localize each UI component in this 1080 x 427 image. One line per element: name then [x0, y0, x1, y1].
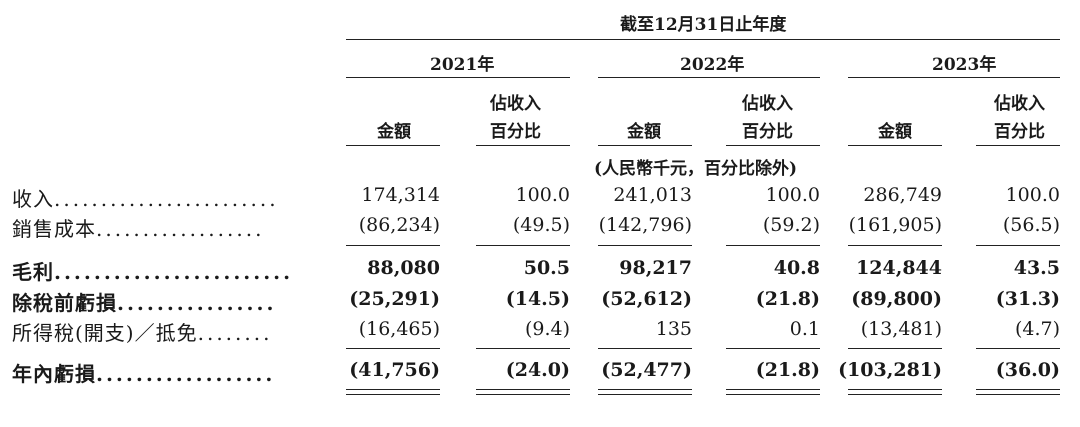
- subtotal2-rule-6: [976, 348, 1060, 349]
- total-rule-a-6: [976, 389, 1060, 390]
- row-label-cost-of-sales: 銷售成本..................: [12, 217, 265, 241]
- col-amount-2023: 金額: [878, 122, 912, 142]
- cell-loss-2023-amount: (103,281): [838, 359, 942, 381]
- col-amount-2021: 金額: [377, 122, 411, 142]
- cell-tax-2023-pct: (4.7): [1014, 318, 1060, 340]
- cell-lbt-2023-pct: (31.3): [995, 288, 1060, 310]
- period-header-rule: [346, 39, 1060, 40]
- cell-loss-2022-pct: (21.8): [755, 359, 820, 381]
- col-pct-line1-2023: 佔收入: [994, 94, 1045, 114]
- subtotal2-rule-5: [848, 348, 942, 349]
- cell-lbt-2022-amount: (52,612): [601, 288, 692, 310]
- colhead-rule-6: [976, 145, 1060, 146]
- subtotal-rule-1: [346, 245, 440, 246]
- total-rule-b-5: [848, 394, 942, 395]
- subtotal-rule-5: [848, 245, 942, 246]
- year-rule-2022: [598, 77, 820, 78]
- row-label-income-tax: 所得稅(開支)／抵免........: [12, 321, 273, 345]
- cell-gp-2021-pct: 50.5: [523, 257, 570, 279]
- cell-tax-2021-pct: (9.4): [524, 318, 570, 340]
- total-rule-b-3: [598, 394, 692, 395]
- subtotal2-rule-4: [726, 348, 820, 349]
- subtotal2-rule-1: [346, 348, 440, 349]
- year-header-2022: 2022年: [680, 55, 745, 75]
- total-rule-b-2: [476, 394, 570, 395]
- total-rule-b-4: [726, 394, 820, 395]
- cell-loss-2021-amount: (41,756): [349, 359, 440, 381]
- subtotal-rule-2: [476, 245, 570, 246]
- colhead-rule-3: [598, 145, 692, 146]
- cell-loss-2023-pct: (36.0): [995, 359, 1060, 381]
- row-label-loss-for-year: 年內虧損..................: [12, 362, 276, 386]
- year-header-2023: 2023年: [932, 55, 997, 75]
- cell-revenue-2022-pct: 100.0: [765, 184, 820, 206]
- total-rule-a-5: [848, 389, 942, 390]
- total-rule-a-1: [346, 389, 440, 390]
- cell-revenue-2022-amount: 241,013: [613, 184, 692, 206]
- col-pct-line2-2022: 百分比: [742, 122, 793, 142]
- cell-revenue-2021-pct: 100.0: [515, 184, 570, 206]
- cell-tax-2022-amount: 135: [655, 318, 692, 340]
- cell-loss-2021-pct: (24.0): [505, 359, 570, 381]
- subtotal2-rule-3: [598, 348, 692, 349]
- subtotal2-rule-2: [476, 348, 570, 349]
- colhead-rule-1: [346, 145, 440, 146]
- total-rule-a-4: [726, 389, 820, 390]
- cell-gp-2021-amount: 88,080: [367, 257, 440, 279]
- cell-cos-2022-amount: (142,796): [598, 214, 692, 236]
- unit-note: (人民幣千元，百分比除外): [594, 159, 798, 179]
- total-rule-b-6: [976, 394, 1060, 395]
- cell-cos-2021-amount: (86,234): [358, 214, 440, 236]
- cell-gp-2022-amount: 98,217: [619, 257, 692, 279]
- year-header-2021: 2021年: [430, 55, 495, 75]
- cell-revenue-2023-amount: 286,749: [863, 184, 942, 206]
- col-pct-line1-2021: 佔收入: [490, 94, 541, 114]
- year-rule-2023: [848, 77, 1060, 78]
- cell-lbt-2021-amount: (25,291): [349, 288, 440, 310]
- cell-revenue-2021-amount: 174,314: [361, 184, 440, 206]
- cell-lbt-2023-amount: (89,800): [851, 288, 942, 310]
- cell-revenue-2023-pct: 100.0: [1005, 184, 1060, 206]
- year-rule-2021: [346, 77, 570, 78]
- col-pct-line2-2023: 百分比: [994, 122, 1045, 142]
- cell-cos-2023-pct: (56.5): [1002, 214, 1060, 236]
- cell-gp-2023-amount: 124,844: [856, 257, 942, 279]
- col-pct-line1-2022: 佔收入: [742, 94, 793, 114]
- cell-cos-2023-amount: (161,905): [848, 214, 942, 236]
- cell-tax-2021-amount: (16,465): [358, 318, 440, 340]
- period-header: 截至12月31日止年度: [620, 15, 787, 35]
- subtotal-rule-4: [726, 245, 820, 246]
- cell-cos-2021-pct: (49.5): [512, 214, 570, 236]
- row-label-loss-before-tax: 除稅前虧損................: [12, 291, 277, 315]
- cell-gp-2023-pct: 43.5: [1013, 257, 1060, 279]
- cell-lbt-2022-pct: (21.8): [755, 288, 820, 310]
- row-label-revenue: 收入........................: [12, 187, 279, 211]
- cell-loss-2022-amount: (52,477): [601, 359, 692, 381]
- col-pct-line2-2021: 百分比: [490, 122, 541, 142]
- colhead-rule-4: [726, 145, 820, 146]
- colhead-rule-2: [476, 145, 570, 146]
- row-label-gross-profit: 毛利........................: [12, 260, 294, 284]
- cell-gp-2022-pct: 40.8: [773, 257, 820, 279]
- col-amount-2022: 金額: [627, 122, 661, 142]
- cell-cos-2022-pct: (59.2): [762, 214, 820, 236]
- subtotal-rule-3: [598, 245, 692, 246]
- subtotal-rule-6: [976, 245, 1060, 246]
- cell-tax-2022-pct: 0.1: [789, 318, 820, 340]
- total-rule-a-3: [598, 389, 692, 390]
- cell-lbt-2021-pct: (14.5): [505, 288, 570, 310]
- total-rule-a-2: [476, 389, 570, 390]
- colhead-rule-5: [848, 145, 942, 146]
- total-rule-b-1: [346, 394, 440, 395]
- cell-tax-2023-amount: (13,481): [860, 318, 942, 340]
